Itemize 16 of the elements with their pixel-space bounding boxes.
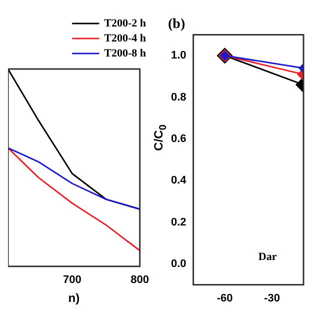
x-tick-label: 700 [63, 274, 82, 286]
y-tick-label: 0.0 [170, 258, 186, 270]
legend-label: T200-2 h [104, 17, 146, 30]
legend-label: T200-4 h [104, 32, 146, 44]
annotation: Dar [258, 251, 277, 264]
y-tick-label: 0.4 [170, 174, 188, 187]
x-tick-label: -60 [216, 292, 233, 304]
y-tick-label: 0.6 [170, 133, 186, 145]
x-axis-title: n) [68, 291, 80, 306]
y-tick-label: 0.8 [170, 91, 186, 104]
y-tick-label: 0.2 [170, 216, 186, 228]
chart-title: (b) [168, 17, 186, 32]
x-tick-label: -30 [264, 292, 280, 304]
legend-label: T200-8 h [104, 47, 146, 60]
y-tick-label: 1.0 [170, 50, 186, 62]
x-tick-label: 800 [130, 274, 150, 286]
